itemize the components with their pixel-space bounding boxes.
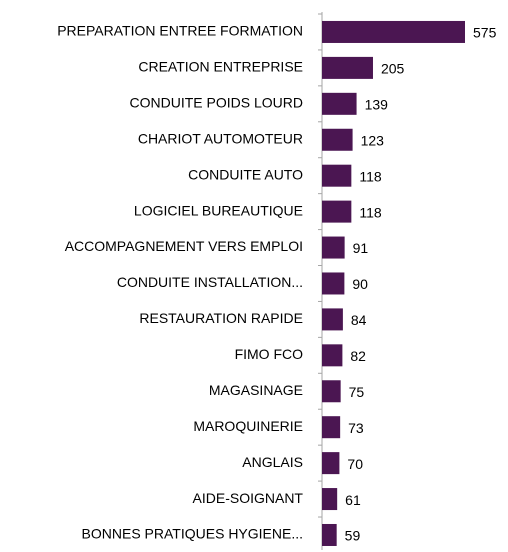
bar	[322, 164, 352, 187]
bar	[322, 236, 345, 259]
bar	[322, 344, 343, 367]
value-label: 118	[359, 204, 382, 220]
bar	[322, 20, 465, 43]
y-tick-label: BONNES PRATIQUES HYGIENE...	[82, 526, 303, 542]
y-tick-label: AIDE-SOIGNANT	[193, 490, 304, 506]
y-tick-label: LOGICIEL BUREAUTIQUE	[134, 202, 303, 218]
value-label: 84	[351, 312, 367, 328]
value-label: 73	[348, 420, 364, 436]
y-tick-label: MAGASINAGE	[209, 382, 303, 398]
y-tick-label: ACCOMPAGNEMENT VERS EMPLOI	[65, 238, 303, 254]
value-label: 205	[381, 61, 405, 77]
value-label: 61	[345, 492, 361, 508]
y-tick-label: RESTAURATION RAPIDE	[139, 310, 303, 326]
y-tick-label: CREATION ENTREPRISE	[138, 59, 303, 75]
y-tick-label: CONDUITE POIDS LOURD	[130, 95, 303, 111]
y-tick-label: CONDUITE INSTALLATION...	[117, 274, 303, 290]
bar	[322, 128, 353, 151]
value-label: 75	[349, 384, 365, 400]
value-label: 90	[352, 276, 368, 292]
bar	[322, 272, 345, 295]
y-tick-label: CONDUITE AUTO	[188, 166, 303, 182]
value-label: 575	[473, 25, 497, 41]
y-tick-label: MAROQUINERIE	[193, 418, 303, 434]
value-label: 59	[345, 528, 361, 544]
bar	[322, 380, 341, 403]
value-label: 123	[361, 132, 385, 148]
y-tick-label: ANGLAIS	[242, 454, 303, 470]
y-tick-label: PREPARATION ENTREE FORMATION	[57, 23, 303, 39]
bar	[322, 92, 357, 115]
bar	[322, 416, 341, 439]
value-label: 70	[347, 456, 363, 472]
bar	[322, 56, 373, 79]
value-label: 82	[350, 348, 366, 364]
y-tick-label: CHARIOT AUTOMOTEUR	[138, 130, 303, 146]
bar	[322, 452, 340, 475]
bar	[322, 200, 352, 223]
y-tick-label: FIMO FCO	[235, 346, 304, 362]
bar	[322, 523, 337, 546]
bar	[322, 488, 338, 511]
value-label: 118	[359, 168, 382, 184]
value-label: 139	[365, 97, 389, 113]
bar	[322, 308, 343, 331]
value-label: 91	[353, 240, 369, 256]
